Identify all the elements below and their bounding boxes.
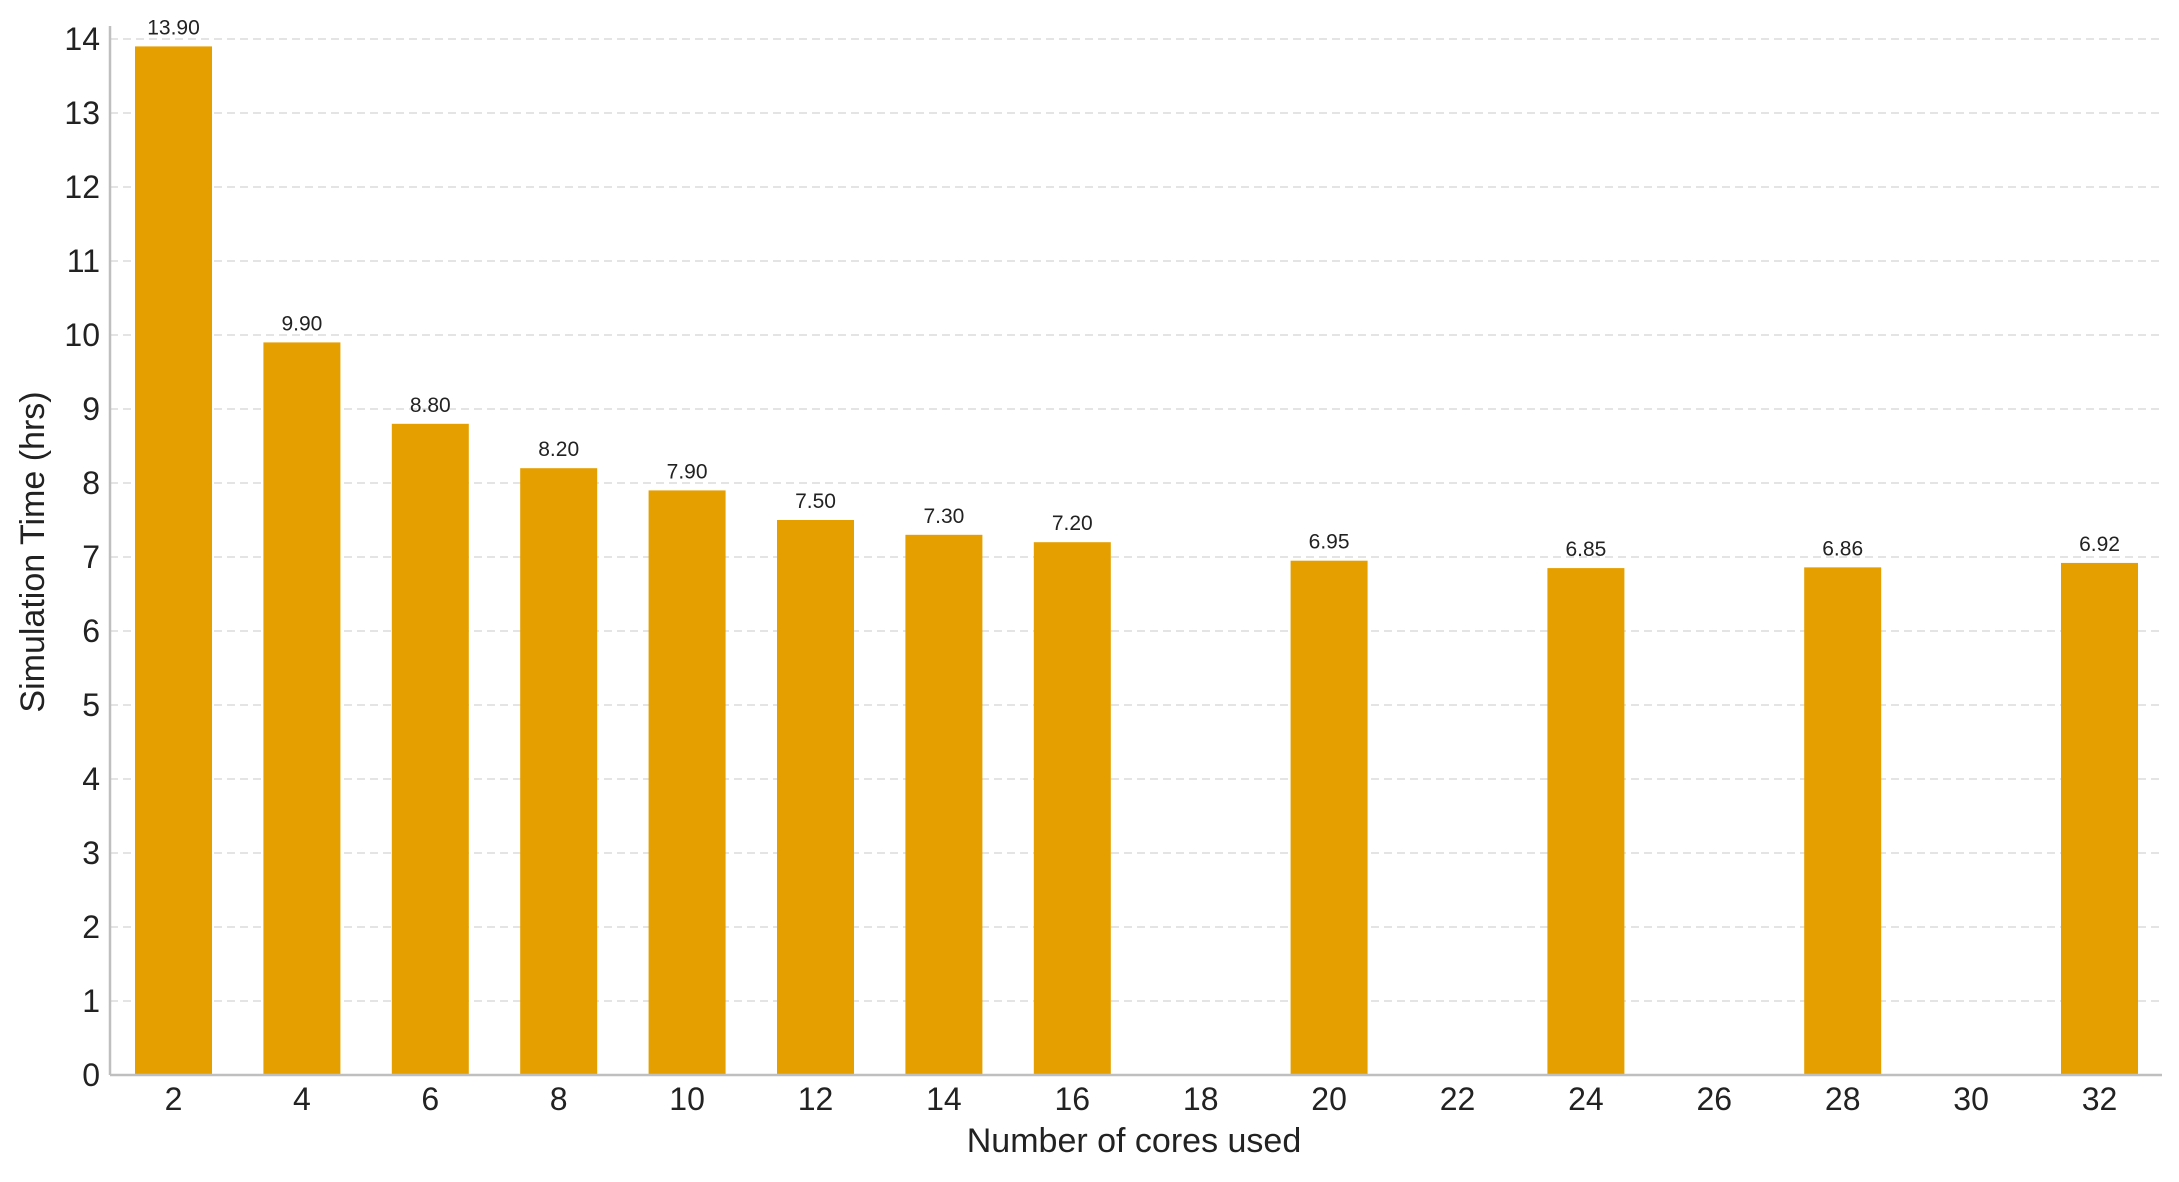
y-tick-label: 12 [64, 169, 100, 205]
bars [135, 46, 2138, 1075]
y-tick-label: 3 [82, 835, 100, 871]
bar [1033, 542, 1111, 1075]
x-tick-label: 12 [798, 1081, 834, 1117]
x-tick-label: 8 [550, 1081, 568, 1117]
bar [135, 46, 212, 1075]
x-tick-label: 22 [1440, 1081, 1476, 1117]
x-tick-label: 28 [1825, 1081, 1861, 1117]
y-tick-label: 13 [64, 95, 100, 131]
bar [1547, 568, 1625, 1075]
y-tick-label: 0 [82, 1057, 100, 1093]
bar-value-label: 7.20 [1052, 512, 1093, 535]
y-tick-label: 7 [82, 539, 100, 575]
bar-value-label: 7.50 [795, 490, 836, 513]
x-tick-label: 20 [1311, 1081, 1347, 1117]
bar [777, 520, 854, 1075]
bar [520, 468, 598, 1075]
x-tick-label: 30 [1953, 1081, 1989, 1117]
bar [263, 342, 341, 1075]
y-tick-label: 10 [64, 317, 100, 353]
x-tick-label: 26 [1697, 1081, 1733, 1117]
bar [1804, 567, 1882, 1075]
bar [1290, 560, 1368, 1075]
x-tick-label: 6 [421, 1081, 439, 1117]
bar [648, 490, 726, 1075]
x-tick-label: 10 [669, 1081, 705, 1117]
x-tick-label: 2 [165, 1081, 183, 1117]
bar [905, 534, 983, 1075]
y-tick-label: 5 [82, 687, 100, 723]
y-tick-label: 8 [82, 465, 100, 501]
bar [391, 423, 469, 1075]
bar-value-label: 7.30 [923, 505, 964, 528]
y-tick-label: 2 [82, 909, 100, 945]
bar-value-label: 6.95 [1309, 531, 1350, 554]
bar-value-label: 6.86 [1822, 537, 1863, 560]
x-tick-label: 4 [293, 1081, 311, 1117]
bar-value-label: 13.90 [147, 16, 200, 39]
y-tick-label: 9 [82, 391, 100, 427]
y-tick-label: 14 [64, 21, 100, 57]
y-tick-label: 1 [82, 983, 100, 1019]
bar-value-label: 6.92 [2079, 533, 2120, 556]
x-tick-label: 18 [1183, 1081, 1219, 1117]
data-labels: 13.90 9.90 8.80 8.20 7.90 7.50 7.30 7.20 6.95 6.8… [147, 16, 2120, 561]
y-axis-title: Simulation Time (hrs) [14, 391, 52, 712]
bar-value-label: 9.90 [281, 312, 322, 335]
x-tick-label: 16 [1055, 1081, 1091, 1117]
x-tick-label: 32 [2082, 1081, 2118, 1117]
y-tick-label: 6 [82, 613, 100, 649]
y-tick-label: 4 [82, 761, 100, 797]
x-tick-label: 14 [926, 1081, 962, 1117]
bar-value-label: 7.90 [667, 460, 708, 483]
x-axis-title: Number of cores used [967, 1122, 1302, 1160]
bar [2061, 562, 2138, 1075]
y-tick-label: 11 [67, 243, 100, 279]
bar-value-label: 8.80 [410, 394, 451, 417]
bar-value-label: 6.85 [1565, 538, 1606, 561]
bar-value-label: 8.20 [538, 438, 579, 461]
x-tick-label: 24 [1568, 1081, 1604, 1117]
